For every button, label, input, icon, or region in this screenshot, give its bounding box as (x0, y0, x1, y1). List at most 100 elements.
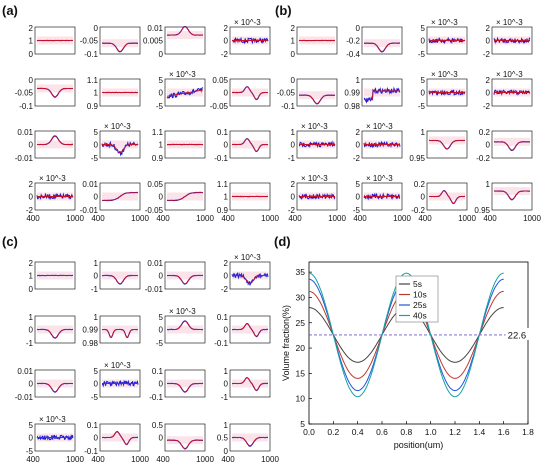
panel-a-axes-box (229, 130, 271, 159)
panel-c-ytick-bottom: -2 (221, 285, 229, 294)
panel-b-envelope (429, 192, 465, 201)
panel-c-fit-line (232, 377, 268, 391)
panel-a-envelope (167, 31, 203, 40)
panel-b-ytick-bottom: -0.2 (411, 206, 425, 215)
panel-a-xtick-right: 1000 (261, 214, 279, 223)
panel-a-envelope (232, 88, 268, 97)
panel-b-exponent-label: × 10^-3 (301, 122, 328, 131)
panel-b-ytick-top: 2 (356, 128, 361, 137)
panel-b-subplot-12: 0.2 0 -0.2 (476, 128, 533, 163)
panel-c-ytick-bottom: 0 (29, 285, 34, 294)
panel-label-c: (c) (2, 234, 18, 249)
panel-c-ytick-top: 0.1 (217, 313, 229, 322)
panel-b-axes-box (426, 130, 468, 159)
panel-a-envelope (102, 140, 138, 149)
panel-c-ytick-bottom: -0.01 (145, 285, 164, 294)
panel-b-ytick-top: 2 (486, 76, 491, 85)
panel-a-fit-line (102, 144, 138, 154)
panel-a-ytick-mid: 0 (94, 141, 99, 150)
panel-b-ytick-bottom: -5 (418, 102, 426, 111)
panel-a-subplot-11: 1.1 1 0.9 (152, 128, 206, 163)
panel-c-ytick-top: 0.1 (152, 367, 164, 376)
panel-c-axes-box (34, 369, 76, 398)
panel-a-subplot-9: 0.01 0 -0.01 (15, 128, 76, 163)
panel-a-ytick-top: 5 (94, 128, 99, 137)
panel-c-ytick-top: 5 (29, 421, 34, 430)
panel-a-axes-box (34, 182, 76, 211)
panel-c-ytick-mid: 0 (29, 380, 34, 389)
panel-b-ytick-top: 2 (486, 24, 491, 33)
panel-c-subplot-11: 0.1 0 -0.1 (149, 367, 206, 402)
panel-c-ytick-top: 1 (224, 421, 229, 430)
panel-b-subplot-10: 2 0 -2 × 10^-3 (353, 122, 403, 163)
panel-a-subplot-2: 0 -0.05 -0.1 (80, 24, 141, 59)
panel-c-envelope (102, 271, 138, 280)
panel-d-reference-bg (505, 327, 530, 340)
panel-a-xtick-left: 400 (156, 214, 170, 223)
panel-b-ytick-top: 1 (421, 128, 426, 137)
panel-a-ytick-mid: 0 (159, 89, 164, 98)
panel-c-ytick-top: 5 (94, 367, 99, 376)
panel-a-ytick-top: 0.05 (212, 76, 228, 85)
panel-b-axes-box (426, 26, 468, 55)
panel-c-envelope (232, 433, 268, 442)
panel-b-exponent-label: × 10^-3 (431, 18, 458, 27)
panel-c-ytick-mid: 0 (159, 272, 164, 281)
panel-a-xtick-left: 400 (26, 214, 40, 223)
panel-c-subplot-12: 1 0 -1 (221, 367, 271, 402)
panel-a-ytick-mid: 0 (224, 89, 229, 98)
panel-c-ytick-top: 2 (29, 259, 34, 268)
panel-b-envelope (494, 187, 530, 196)
panel-label-d: (d) (274, 234, 291, 249)
panel-b-fit-line (494, 141, 530, 151)
panel-b-ytick-mid: 0 (421, 37, 426, 46)
panel-a-grid: 2 1 0 0 -0.05 -0.1 0.01 0.005 0 2 0 -2 × 10^-3 0 -0.05… (15, 18, 280, 223)
panel-d-legend-entry: 5s (413, 279, 422, 289)
panel-a-ytick-bottom: -5 (91, 154, 99, 163)
panel-d-legend-entry: 25s (413, 300, 427, 310)
panel-b-axes-box (491, 26, 533, 55)
panel-d-xtick-label: 1.0 (425, 427, 437, 437)
panel-b-ytick-top: 1 (291, 128, 296, 137)
panel-b-exponent-label: × 10^-3 (431, 70, 458, 79)
panel-c-subplot-8: 0.1 0 -0.1 (214, 313, 271, 348)
panel-c-axes-box (164, 315, 206, 344)
panel-c-axes-box (229, 315, 271, 344)
panel-c-axes-box (164, 261, 206, 290)
panel-d-axes-box (308, 261, 529, 425)
panel-a-ytick-top: 0.01 (147, 24, 163, 33)
panel-b-axes-box (361, 182, 403, 211)
panel-c-ytick-bottom: -0.1 (149, 393, 163, 402)
panel-c-envelope (232, 271, 268, 280)
panel-a-envelope (37, 140, 73, 149)
panel-c-subplot-13: 5 0 -5 × 10^-3 400 1000 (26, 415, 85, 464)
panel-c-ytick-mid: 0 (29, 434, 34, 443)
panel-b-ytick-top: 5 (421, 24, 426, 33)
panel-c-axes-box (164, 423, 206, 452)
panel-a-axes-box (99, 26, 141, 55)
panel-c-subplot-15: 0.5 0 400 1000 (152, 421, 215, 464)
panel-b-ytick-mid: 0 (486, 37, 491, 46)
panel-c-ytick-mid: 1 (29, 272, 34, 281)
panel-c-exponent-label: × 10^-3 (39, 415, 66, 424)
panel-b-xtick-right: 1000 (393, 214, 411, 223)
panel-b-ytick-bottom: -2 (483, 102, 491, 111)
panel-b-ytick-mid: 1 (291, 37, 296, 46)
panel-c-exponent-label: × 10^-3 (169, 307, 196, 316)
panel-b-envelope (494, 137, 530, 146)
panel-a-ytick-mid: -0.05 (15, 89, 34, 98)
panel-b-ytick-bottom: -2 (288, 206, 296, 215)
panel-b-exponent-label: × 10^-3 (366, 174, 393, 183)
panel-a-ytick-bottom: -0.05 (210, 102, 229, 111)
panel-c-xtick-left: 400 (221, 455, 235, 464)
panel-c-ytick-bottom: -1 (26, 339, 34, 348)
panel-b-fit-line (429, 140, 465, 150)
panel-d-plot: 5 10 15 20 25 30 35 0.0 0.2 0.4 0.6 0.8 1.0 1.2 1.4 1.6… (281, 261, 534, 450)
panel-c-subplot-10: 5 0 -5 × 10^-3 (91, 361, 141, 402)
panel-c-xtick-left: 400 (156, 455, 170, 464)
panel-b-axes-box (491, 78, 533, 107)
panel-b-fit-line (494, 190, 530, 200)
panel-a-axes-box (34, 26, 76, 55)
